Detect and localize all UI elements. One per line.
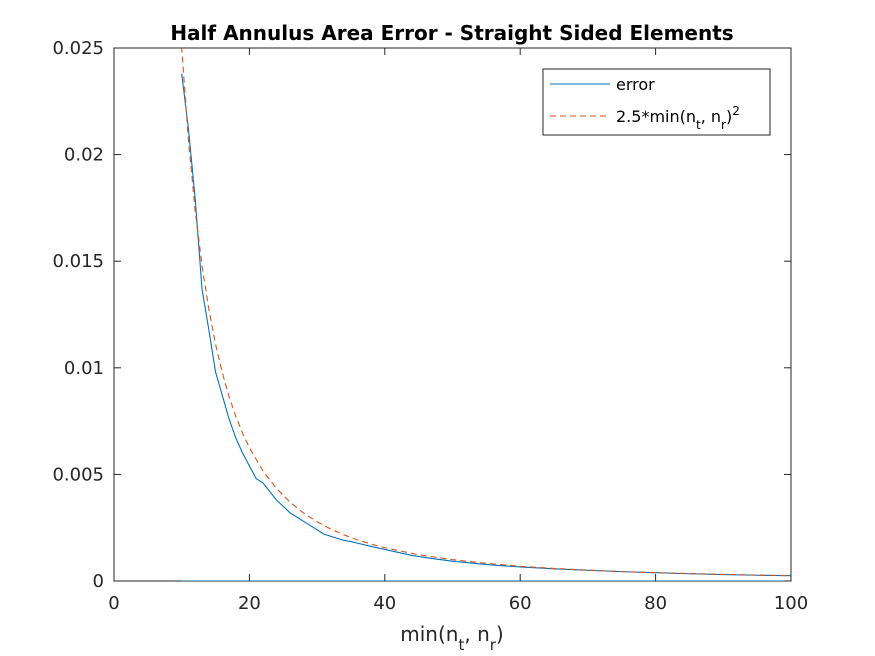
x-tick-label: 60	[509, 593, 532, 614]
plot-area: 0 20 40 60 80 100 0 0.005 0.01 0.015 0.02 0.025	[52, 38, 808, 614]
y-tick-label: 0.005	[52, 464, 104, 485]
series-layer	[181, 48, 791, 581]
x-tick-label: 40	[373, 593, 396, 614]
x-axis-label: min(nt, nr)	[400, 622, 503, 654]
x-tick-label: 0	[108, 593, 119, 614]
x-tick-label: 80	[644, 593, 667, 614]
legend-error-label: error	[616, 75, 655, 94]
series-line-fit	[181, 48, 791, 577]
y-tick-label: 0.025	[52, 38, 104, 59]
y-tick-label: 0.01	[64, 358, 104, 379]
y-tick-label: 0.02	[64, 145, 104, 166]
x-tick-label: 100	[774, 593, 808, 614]
y-tick-label: 0	[93, 571, 104, 592]
axes-box	[113, 47, 792, 582]
legend-box	[542, 68, 771, 136]
chart-title: Half Annulus Area Error - Straight Sided…	[170, 21, 733, 45]
legend-fit-label: 2.5*min(nt, nr)2	[616, 104, 740, 132]
legend: error 2.5*min(nt, nr)2	[542, 68, 771, 136]
ticks-layer: 0 20 40 60 80 100 0 0.005 0.01 0.015 0.02 0.025	[52, 38, 808, 614]
y-tick-label: 0.015	[52, 251, 104, 272]
x-tick-label: 20	[238, 593, 261, 614]
